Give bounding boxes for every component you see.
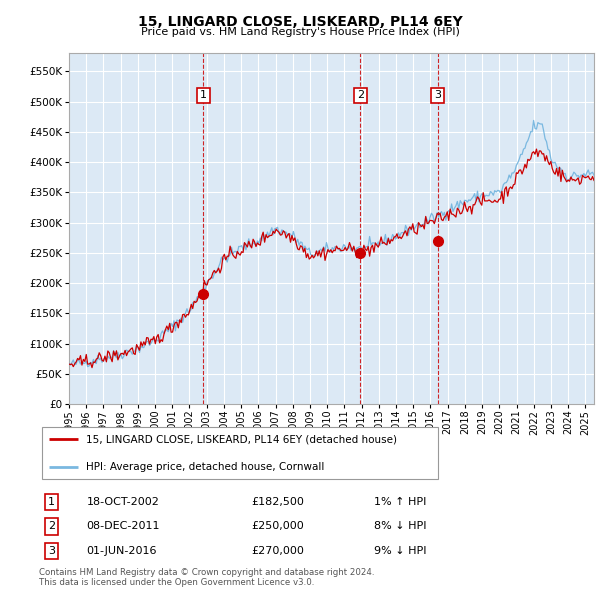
Text: Price paid vs. HM Land Registry's House Price Index (HPI): Price paid vs. HM Land Registry's House … (140, 27, 460, 37)
Text: £182,500: £182,500 (251, 497, 304, 507)
Text: This data is licensed under the Open Government Licence v3.0.: This data is licensed under the Open Gov… (39, 578, 314, 587)
Text: Contains HM Land Registry data © Crown copyright and database right 2024.: Contains HM Land Registry data © Crown c… (39, 568, 374, 577)
Text: 2: 2 (48, 522, 55, 532)
Text: 01-JUN-2016: 01-JUN-2016 (86, 546, 157, 556)
Text: 3: 3 (434, 90, 441, 100)
FancyBboxPatch shape (41, 427, 439, 478)
Text: HPI: Average price, detached house, Cornwall: HPI: Average price, detached house, Corn… (86, 463, 325, 473)
Text: 9% ↓ HPI: 9% ↓ HPI (374, 546, 427, 556)
Text: 1% ↑ HPI: 1% ↑ HPI (374, 497, 426, 507)
Text: 8% ↓ HPI: 8% ↓ HPI (374, 522, 427, 532)
Text: £270,000: £270,000 (251, 546, 304, 556)
Text: 1: 1 (200, 90, 207, 100)
Text: 1: 1 (48, 497, 55, 507)
Text: 15, LINGARD CLOSE, LISKEARD, PL14 6EY (detached house): 15, LINGARD CLOSE, LISKEARD, PL14 6EY (d… (86, 434, 397, 444)
Text: 3: 3 (48, 546, 55, 556)
Text: 2: 2 (356, 90, 364, 100)
Text: £250,000: £250,000 (251, 522, 304, 532)
Text: 15, LINGARD CLOSE, LISKEARD, PL14 6EY: 15, LINGARD CLOSE, LISKEARD, PL14 6EY (137, 15, 463, 29)
Text: 18-OCT-2002: 18-OCT-2002 (86, 497, 160, 507)
Text: 08-DEC-2011: 08-DEC-2011 (86, 522, 160, 532)
